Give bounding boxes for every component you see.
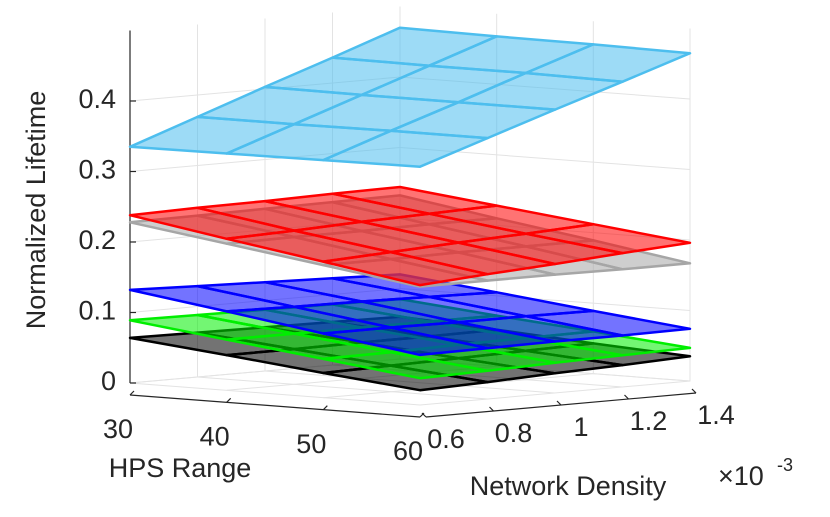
y-tick — [421, 412, 427, 418]
y-tick-label: 1.4 — [697, 400, 735, 430]
y-tick — [489, 406, 494, 412]
surface-cell — [322, 350, 489, 380]
x-tick — [129, 390, 135, 396]
y-tick — [691, 388, 697, 394]
y-tick — [556, 400, 562, 406]
y-axis-title: Network Density — [470, 471, 667, 501]
surface-cell — [322, 250, 489, 287]
x-tick-label: 50 — [296, 429, 326, 459]
y-tick-label: 1.2 — [630, 406, 668, 436]
z-tick-label: 0.2 — [78, 225, 116, 255]
x-tick-label: 30 — [103, 414, 133, 444]
y-tick-label: 0.8 — [495, 418, 533, 448]
y-tick-label: 1 — [573, 412, 588, 442]
x-tick-label: 40 — [200, 421, 230, 451]
y-tick — [624, 394, 629, 400]
z-tick-label: 0.1 — [78, 296, 116, 326]
x-axis — [129, 394, 421, 418]
x-tick-label: 60 — [393, 436, 423, 466]
y-tick-label: 0.6 — [427, 424, 465, 454]
x-tick — [226, 397, 232, 403]
z-tick-label: 0.3 — [78, 155, 116, 185]
z-tick-label: 0 — [101, 366, 116, 396]
surface-cell — [322, 129, 489, 168]
axis-multiplier: ×10 — [718, 461, 764, 491]
x-tick — [322, 405, 328, 411]
z-tick-label: 0.4 — [78, 84, 116, 114]
z-axis-title: Normalized Lifetime — [21, 91, 51, 330]
x-axis-title: HPS Range — [109, 453, 252, 483]
axis-multiplier-exponent: -3 — [777, 455, 793, 475]
surface-cell — [322, 326, 489, 357]
